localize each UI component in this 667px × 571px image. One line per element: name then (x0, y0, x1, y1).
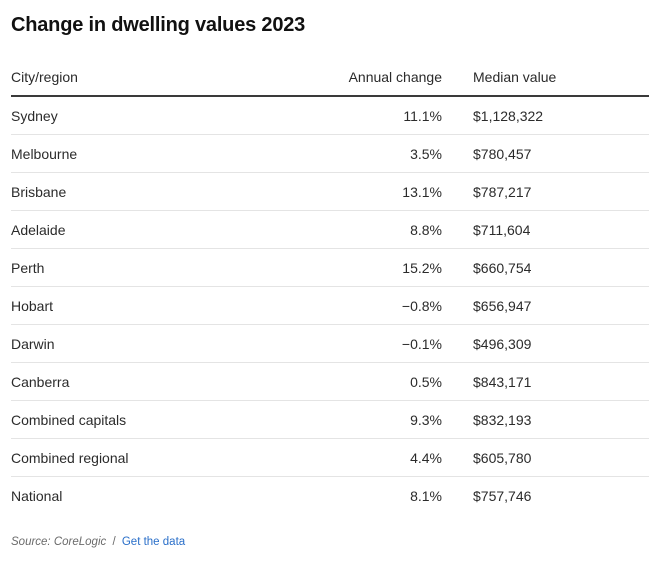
city-cell: Adelaide (11, 210, 311, 249)
annual-change-cell: 15.2% (311, 248, 442, 287)
median-value-cell: $656,947 (442, 286, 649, 325)
header-row: City/region Annual change Median value (11, 58, 649, 97)
page-title: Change in dwelling values 2023 (11, 14, 306, 36)
city-cell: Melbourne (11, 134, 311, 173)
column-header-annual-change: Annual change (311, 58, 442, 97)
median-value-cell: $843,171 (442, 362, 649, 401)
median-value-cell: $787,217 (442, 172, 649, 211)
table-row: Combined capitals 9.3% $832,193 (11, 400, 649, 439)
table-row: Canberra 0.5% $843,171 (11, 362, 649, 401)
city-cell: Perth (11, 248, 311, 287)
annual-change-cell: 8.8% (311, 210, 442, 249)
table-row: Darwin −0.1% $496,309 (11, 324, 649, 363)
annual-change-cell: 11.1% (311, 96, 442, 135)
table-row: Adelaide 8.8% $711,604 (11, 210, 649, 249)
dwelling-values-table: City/region Annual change Median value S… (11, 58, 649, 514)
table-body: Sydney 11.1% $1,128,322 Melbourne 3.5% $780,4… (11, 96, 649, 514)
median-value-cell: $605,780 (442, 438, 649, 477)
city-cell: Hobart (11, 286, 311, 325)
column-header-city: City/region (11, 58, 311, 97)
table-row: Combined regional 4.4% $605,780 (11, 438, 649, 477)
footer: Source: CoreLogic / Get the data (11, 536, 185, 548)
median-value-cell: $780,457 (442, 134, 649, 173)
annual-change-cell: −0.1% (311, 324, 442, 363)
table-row: Brisbane 13.1% $787,217 (11, 172, 649, 211)
table-row: Sydney 11.1% $1,128,322 (11, 96, 649, 135)
city-cell: Canberra (11, 362, 311, 401)
annual-change-cell: 8.1% (410, 487, 442, 504)
city-cell: Combined regional (11, 438, 311, 477)
table-row: Hobart −0.8% $656,947 (11, 286, 649, 325)
median-value-cell: $711,604 (442, 210, 649, 249)
median-value-cell: $1,128,322 (442, 96, 649, 135)
table-header: City/region Annual change Median value (11, 58, 649, 97)
annual-change-cell: 0.5% (311, 362, 442, 401)
median-value-cell: $832,193 (442, 400, 649, 439)
annual-change-cell: 4.4% (311, 438, 442, 477)
median-value-cell: $496,309 (442, 324, 649, 363)
get-the-data-link[interactable]: Get the data (121, 536, 186, 548)
annual-change-cell: 3.5% (311, 134, 442, 173)
table-row: Melbourne 3.5% $780,457 (11, 134, 649, 173)
column-header-median-value: Median value (442, 58, 649, 97)
city-cell: Sydney (11, 96, 311, 135)
table-row: National 8.1% $757,746 (11, 477, 649, 515)
city-cell: National (11, 487, 63, 504)
source-note: Source: CoreLogic (11, 536, 107, 548)
footer-separator: / (112, 536, 116, 548)
annual-change-cell: 9.3% (311, 400, 442, 439)
city-cell: Brisbane (11, 172, 311, 211)
annual-change-cell: 13.1% (311, 172, 442, 211)
annual-change-cell: −0.8% (311, 286, 442, 325)
median-value-cell: $757,746 (473, 487, 532, 504)
city-cell: Darwin (11, 324, 311, 363)
city-cell: Combined capitals (11, 400, 311, 439)
table-row: Perth 15.2% $660,754 (11, 248, 649, 287)
median-value-cell: $660,754 (442, 248, 649, 287)
